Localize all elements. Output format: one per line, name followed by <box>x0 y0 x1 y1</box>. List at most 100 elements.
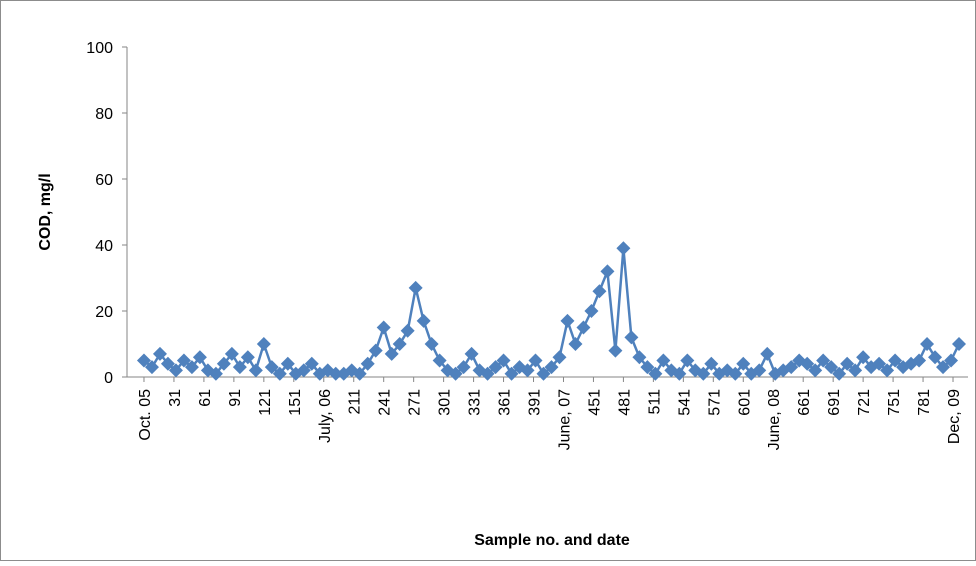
data-point <box>600 264 615 279</box>
data-point <box>552 350 567 365</box>
data-point <box>152 346 167 361</box>
x-tick-label: 691 <box>826 389 843 416</box>
data-point <box>704 356 719 371</box>
x-tick-label: 61 <box>197 389 214 407</box>
data-point <box>328 366 343 381</box>
data-point <box>848 363 863 378</box>
data-point <box>248 363 263 378</box>
data-point <box>224 346 239 361</box>
data-point <box>672 366 687 381</box>
data-point <box>880 363 895 378</box>
data-point <box>504 366 519 381</box>
data-point <box>640 360 655 375</box>
x-tick-label: Dec, 09 <box>946 389 963 444</box>
y-tick-label: 80 <box>95 106 113 123</box>
data-point <box>208 366 223 381</box>
x-tick-label: 91 <box>227 389 244 407</box>
x-axis-title: Sample no. and date <box>474 532 630 549</box>
x-tick-label: 541 <box>676 389 693 416</box>
y-tick-label: 100 <box>86 40 113 57</box>
data-point <box>400 323 415 338</box>
x-tick-label: 151 <box>287 389 304 416</box>
data-point <box>176 353 191 368</box>
data-point <box>560 313 575 328</box>
y-tick-label: 20 <box>95 304 113 321</box>
data-point <box>488 360 503 375</box>
data-point <box>448 366 463 381</box>
data-point <box>832 366 847 381</box>
data-point <box>360 356 375 371</box>
x-tick-label: June, 07 <box>556 389 573 450</box>
data-point <box>496 353 511 368</box>
data-point <box>840 356 855 371</box>
x-tick-label: 211 <box>347 389 364 415</box>
data-point <box>592 284 607 299</box>
data-point <box>888 353 903 368</box>
data-point <box>728 366 743 381</box>
data-point <box>736 356 751 371</box>
data-point <box>232 360 247 375</box>
x-tick-label: 31 <box>167 389 184 407</box>
x-tick-label: 511 <box>646 389 663 415</box>
data-point <box>520 363 535 378</box>
data-point <box>216 356 231 371</box>
data-point <box>952 337 967 351</box>
data-point <box>912 353 927 368</box>
data-point <box>304 356 319 371</box>
data-point <box>528 353 543 368</box>
data-point <box>760 346 775 361</box>
data-point <box>824 360 839 375</box>
data-point <box>192 350 207 365</box>
y-axis-title: COD, mg/l <box>37 173 54 250</box>
data-point <box>944 353 959 368</box>
x-tick-label: 751 <box>886 389 903 416</box>
data-point <box>696 366 711 381</box>
x-tick-label: July, 06 <box>317 389 334 443</box>
data-point <box>408 280 423 295</box>
data-point <box>568 337 583 351</box>
data-point <box>624 330 639 345</box>
data-point <box>616 241 631 256</box>
data-point <box>648 366 663 381</box>
data-point <box>376 320 391 335</box>
data-point <box>424 337 439 351</box>
data-point <box>392 337 407 351</box>
x-tick-label: 781 <box>916 389 933 416</box>
data-point <box>264 360 279 375</box>
data-point <box>240 350 255 365</box>
x-tick-label: 721 <box>856 389 873 416</box>
data-point <box>136 353 151 368</box>
y-tick-label: 60 <box>95 172 113 189</box>
data-point <box>256 337 271 351</box>
data-point <box>184 360 199 375</box>
data-point <box>784 360 799 375</box>
data-point <box>808 363 823 378</box>
x-tick-label: 361 <box>497 389 514 416</box>
data-point <box>872 356 887 371</box>
y-tick-label: 40 <box>95 238 113 255</box>
data-point <box>384 346 399 361</box>
x-tick-label: 601 <box>736 389 753 416</box>
x-tick-label: 571 <box>706 389 723 416</box>
x-tick-label: 241 <box>377 389 394 416</box>
x-tick-label: 331 <box>467 389 484 416</box>
data-point <box>656 353 671 368</box>
data-point <box>752 363 767 378</box>
data-point <box>456 360 471 375</box>
data-point <box>280 356 295 371</box>
data-point <box>272 366 287 381</box>
data-point <box>816 353 831 368</box>
data-point <box>680 353 695 368</box>
data-point <box>368 343 383 358</box>
x-tick-label: 121 <box>257 389 274 416</box>
data-point <box>144 360 159 375</box>
data-point <box>160 356 175 371</box>
data-point <box>416 313 431 328</box>
data-point <box>352 366 367 381</box>
data-point <box>936 360 951 375</box>
x-tick-label: 451 <box>586 389 603 416</box>
data-point <box>464 346 479 361</box>
data-point <box>920 337 935 351</box>
